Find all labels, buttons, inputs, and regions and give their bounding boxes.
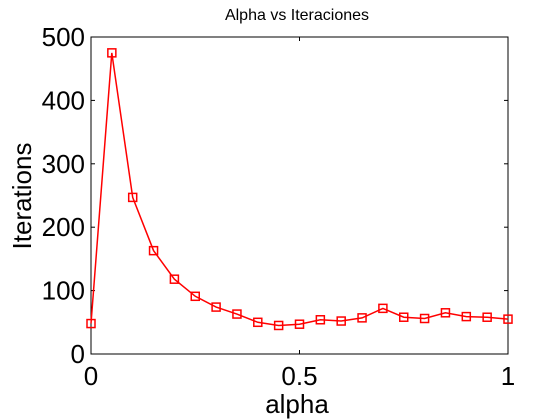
- data-point-marker: [440, 308, 451, 318]
- data-point-marker: [253, 317, 263, 328]
- data-point-marker: [86, 318, 96, 329]
- data-point-marker: [169, 274, 180, 284]
- x-tick-label: 0: [84, 361, 98, 391]
- data-point-marker: [127, 192, 138, 203]
- data-point-marker: [294, 319, 305, 329]
- data-point-marker: [482, 312, 492, 322]
- x-tick-label: 0.5: [281, 361, 317, 391]
- y-axis-label: Iterations: [7, 143, 37, 250]
- data-point-marker: [399, 312, 409, 322]
- data-point-marker: [419, 313, 430, 324]
- tick-labels: 0 0.5 1 0 100 200 300 400 500: [42, 22, 516, 391]
- data-point-marker: [357, 313, 367, 323]
- y-tick-label: 500: [42, 22, 85, 52]
- x-tick-label: 1: [501, 361, 515, 391]
- y-tick-label: 100: [42, 276, 85, 306]
- data-point-marker: [461, 311, 472, 322]
- axis-ticks: [90, 36, 509, 355]
- plot-area-frame: [90, 36, 509, 355]
- data-point-marker: [190, 291, 200, 302]
- y-tick-label: 200: [42, 212, 85, 242]
- y-tick-label: 0: [71, 339, 85, 369]
- data-point-marker: [148, 245, 159, 256]
- chart-title: Alpha vs Iteraciones: [225, 7, 369, 24]
- y-tick-label: 400: [42, 85, 85, 115]
- data-point-marker: [273, 320, 284, 331]
- data-point-marker: [315, 315, 326, 325]
- x-axis-label: alpha: [265, 389, 329, 419]
- data-point-marker: [107, 48, 117, 58]
- data-point-marker: [503, 314, 513, 324]
- series-layer: [86, 48, 513, 331]
- y-tick-label: 300: [42, 149, 85, 179]
- data-point-marker: [211, 302, 221, 312]
- data-point-marker: [378, 303, 388, 314]
- data-point-marker: [336, 316, 346, 326]
- data-point-marker: [232, 309, 242, 319]
- series-line: [90, 52, 509, 327]
